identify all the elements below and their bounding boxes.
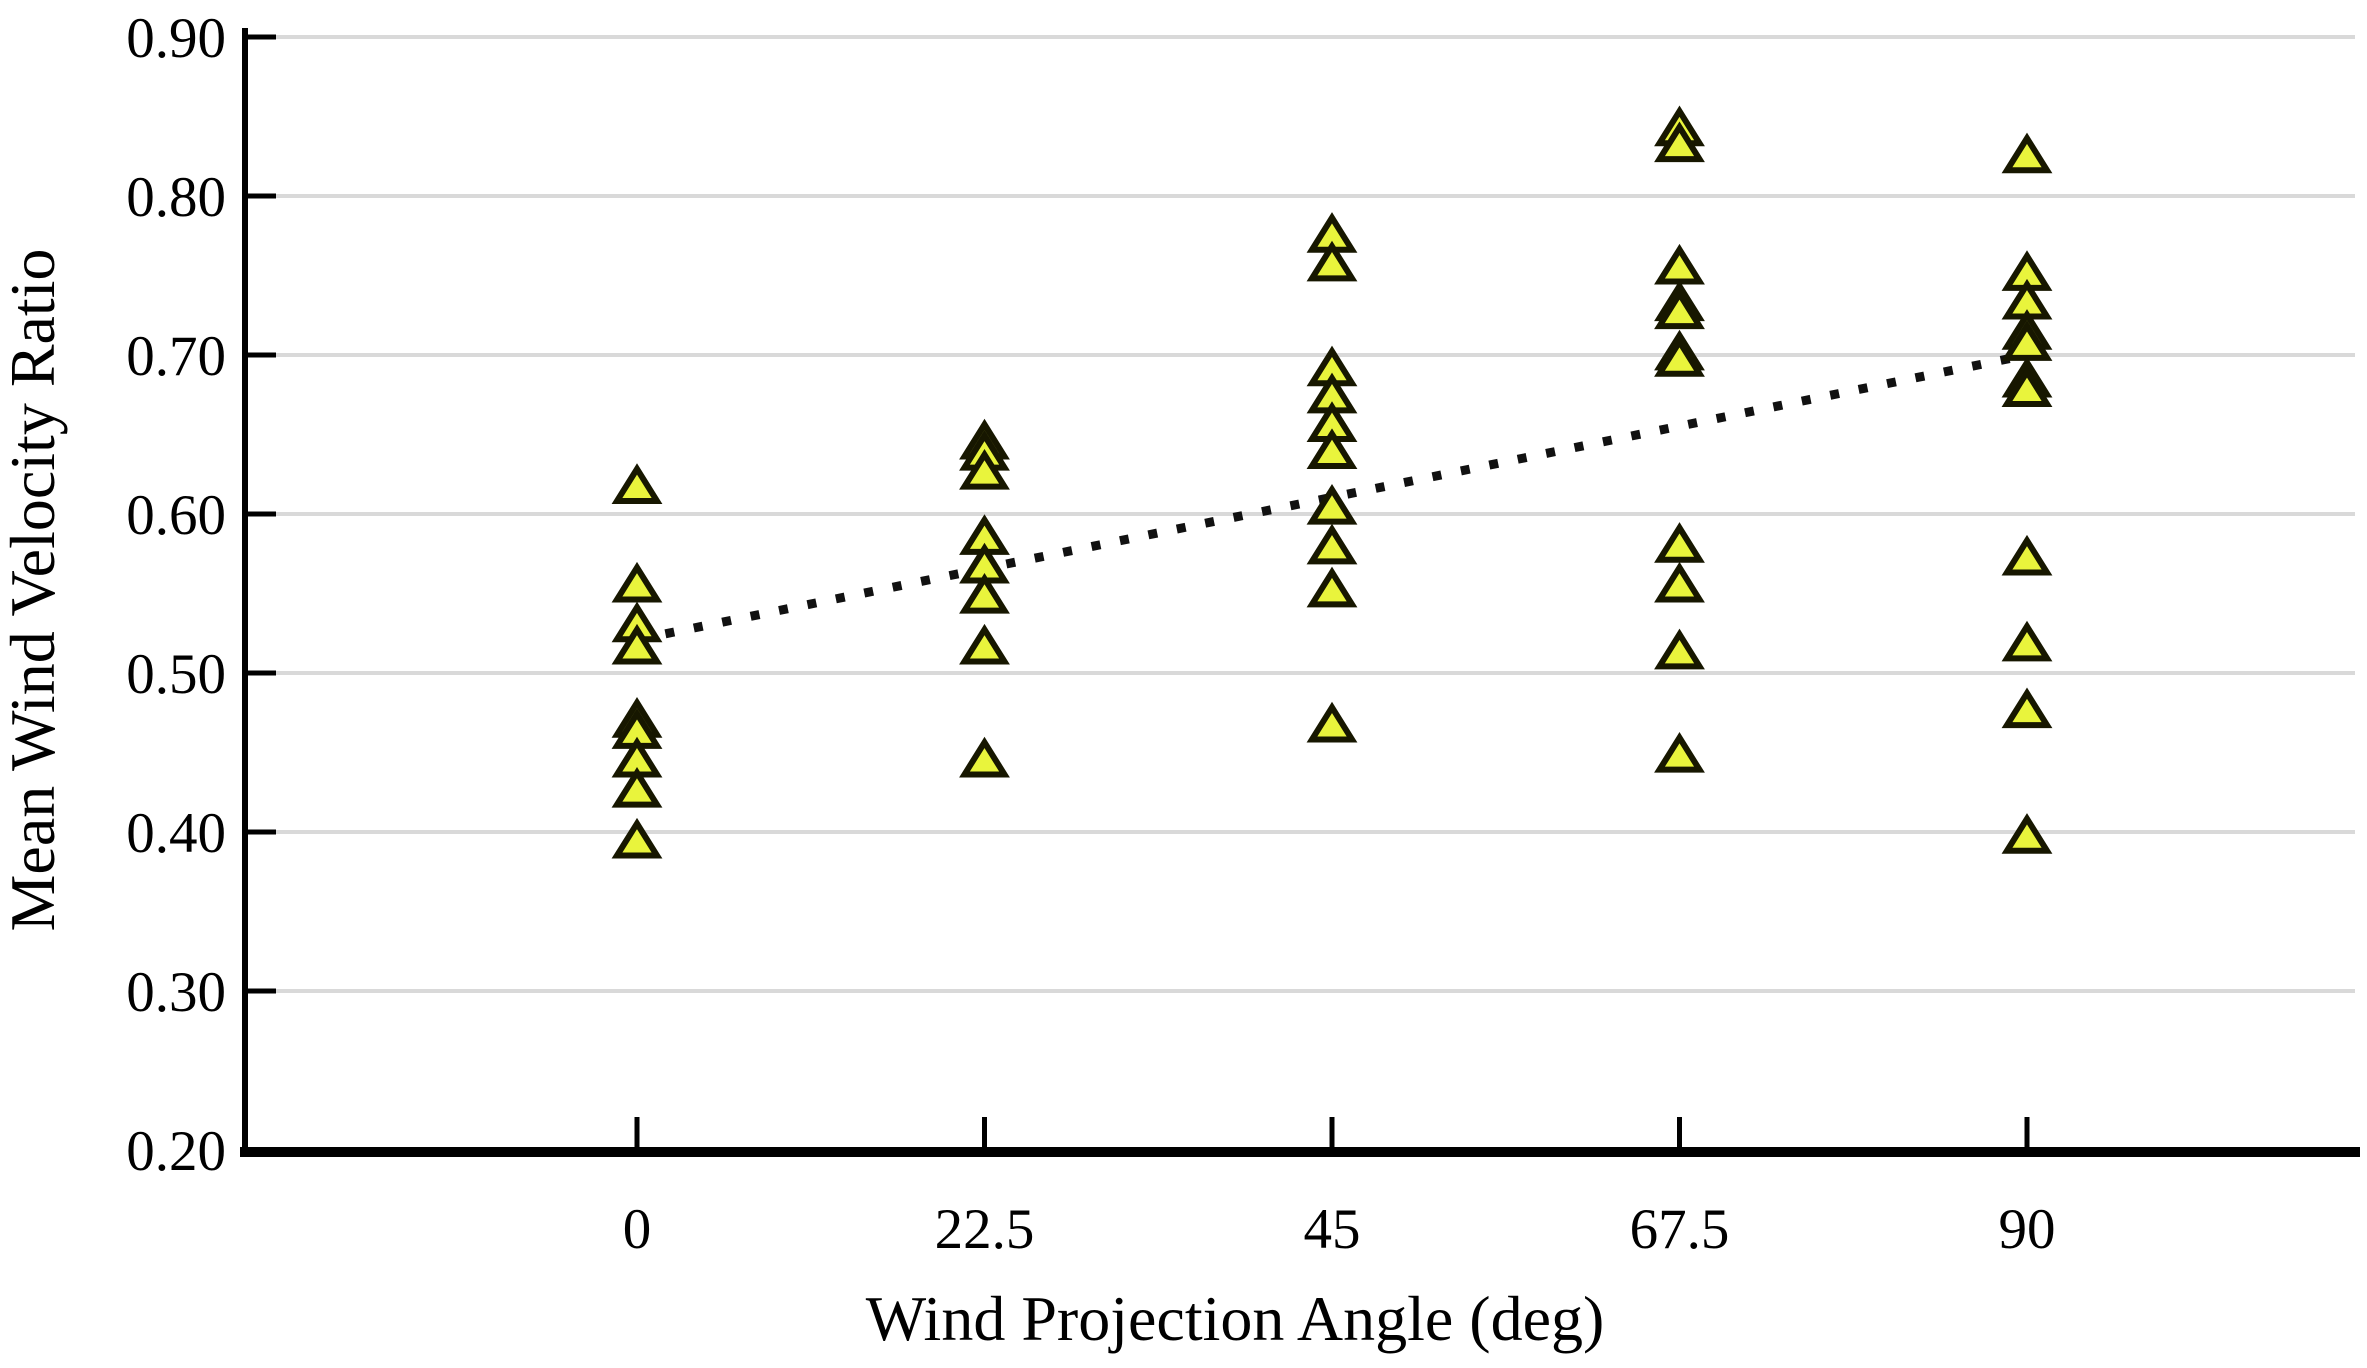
y-axis-title: Mean Wind Velocity Ratio: [0, 249, 68, 932]
data-point-triangle: [1654, 288, 1705, 330]
data-point-triangle: [959, 736, 1010, 778]
y-tick-label: 0.90: [126, 7, 226, 70]
x-tick-label: 90: [1999, 1198, 2056, 1261]
data-point-triangle: [2001, 132, 2053, 174]
data-point-triangle: [1654, 561, 1705, 603]
y-tick-label: 0.50: [126, 643, 226, 706]
data-point-triangle: [1306, 428, 1358, 469]
data-point-triangle: [1306, 566, 1358, 608]
axes: [240, 28, 2360, 1157]
x-tick-label: 67.5: [1630, 1198, 1730, 1261]
data-point-triangle: [611, 766, 663, 808]
data-point-triangle: [1306, 240, 1358, 282]
y-tick-label: 0.30: [126, 961, 226, 1024]
x-tick-label: 45: [1304, 1198, 1361, 1261]
data-point-triangle: [959, 448, 1010, 490]
data-point-triangle: [2001, 366, 2053, 407]
y-tick-label: 0.70: [126, 325, 226, 388]
data-point-triangle: [611, 623, 663, 665]
data-point-triangle: [2001, 813, 2053, 854]
x-tick-labels: 0 22.5 45 67.5 90: [623, 1198, 2056, 1261]
y-tick-label: 0.60: [126, 484, 226, 547]
trendline-dotted: [636, 350, 2028, 645]
data-point-triangle: [1306, 523, 1358, 565]
data-point-triangle: [1654, 732, 1705, 773]
y-tick-label: 0.20: [126, 1120, 226, 1183]
data-point-triangle: [1654, 628, 1705, 670]
data-point-triangle: [959, 573, 1010, 614]
gridlines: [245, 35, 2355, 993]
data-point-triangle: [611, 561, 663, 603]
x-tick-label: 22.5: [935, 1198, 1035, 1261]
data-point-triangle: [1306, 483, 1358, 525]
data-point-triangle: [1654, 243, 1705, 285]
data-point-triangle: [2001, 620, 2053, 662]
data-point-triangle: [2001, 534, 2053, 576]
x-tick-label: 0: [623, 1198, 652, 1261]
data-point-triangle: [1654, 121, 1705, 163]
x-axis-title: Wind Projection Angle (deg): [866, 1283, 1605, 1354]
y-tick-label: 0.80: [126, 166, 226, 229]
data-point-triangle: [1306, 701, 1358, 743]
y-tick-labels: 0.20 0.30 0.40 0.50 0.60 0.70 0.80 0.90: [126, 7, 226, 1183]
data-point-triangle: [611, 463, 663, 504]
data-point-triangle: [611, 817, 663, 859]
data-point-triangle: [1654, 522, 1705, 563]
y-tick-label: 0.40: [126, 802, 226, 865]
data-markers: [611, 105, 2053, 859]
data-point-triangle: [959, 623, 1010, 665]
data-point-triangle: [1654, 336, 1705, 377]
trendline: [636, 350, 2028, 645]
data-point-triangle: [2001, 687, 2053, 729]
